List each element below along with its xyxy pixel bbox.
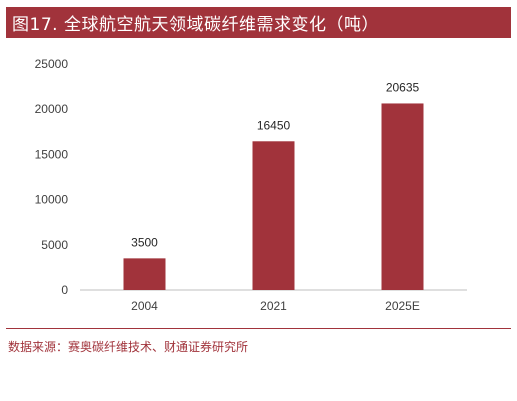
bar-2025E [381, 103, 424, 290]
source-divider [6, 328, 511, 329]
data-label: 3500 [131, 235, 158, 249]
bars [123, 103, 424, 290]
y-tick-label: 25000 [35, 57, 69, 71]
y-tick-label: 15000 [35, 147, 69, 161]
chart-area: 0 5000 10000 15000 20000 25000 3500 16450 20635… [0, 40, 517, 320]
data-label: 20635 [386, 80, 420, 94]
bar-2004 [123, 258, 166, 290]
y-tick-label: 20000 [35, 102, 69, 116]
y-tick-label: 5000 [41, 238, 68, 252]
chart-title: 图17. 全球航空航天领域碳纤维需求变化（吨） [12, 15, 379, 35]
y-axis-ticks: 0 5000 10000 15000 20000 25000 [35, 57, 69, 297]
x-tick-label: 2004 [131, 299, 158, 313]
data-label: 16450 [257, 118, 291, 132]
chart-title-bar: 图17. 全球航空航天领域碳纤维需求变化（吨） [6, 7, 511, 38]
bar-2021 [252, 141, 295, 290]
x-tick-label: 2025E [385, 299, 420, 313]
x-axis-ticks: 2004 2021 2025E [131, 299, 420, 313]
y-tick-label: 10000 [35, 193, 69, 207]
data-labels: 3500 16450 20635 [131, 80, 419, 249]
y-tick-label: 0 [61, 283, 68, 297]
x-tick-label: 2021 [260, 299, 287, 313]
bar-chart: 0 5000 10000 15000 20000 25000 3500 16450 20635… [35, 57, 467, 313]
source-note: 数据来源：赛奥碳纤维技术、财通证券研究所 [8, 340, 249, 354]
